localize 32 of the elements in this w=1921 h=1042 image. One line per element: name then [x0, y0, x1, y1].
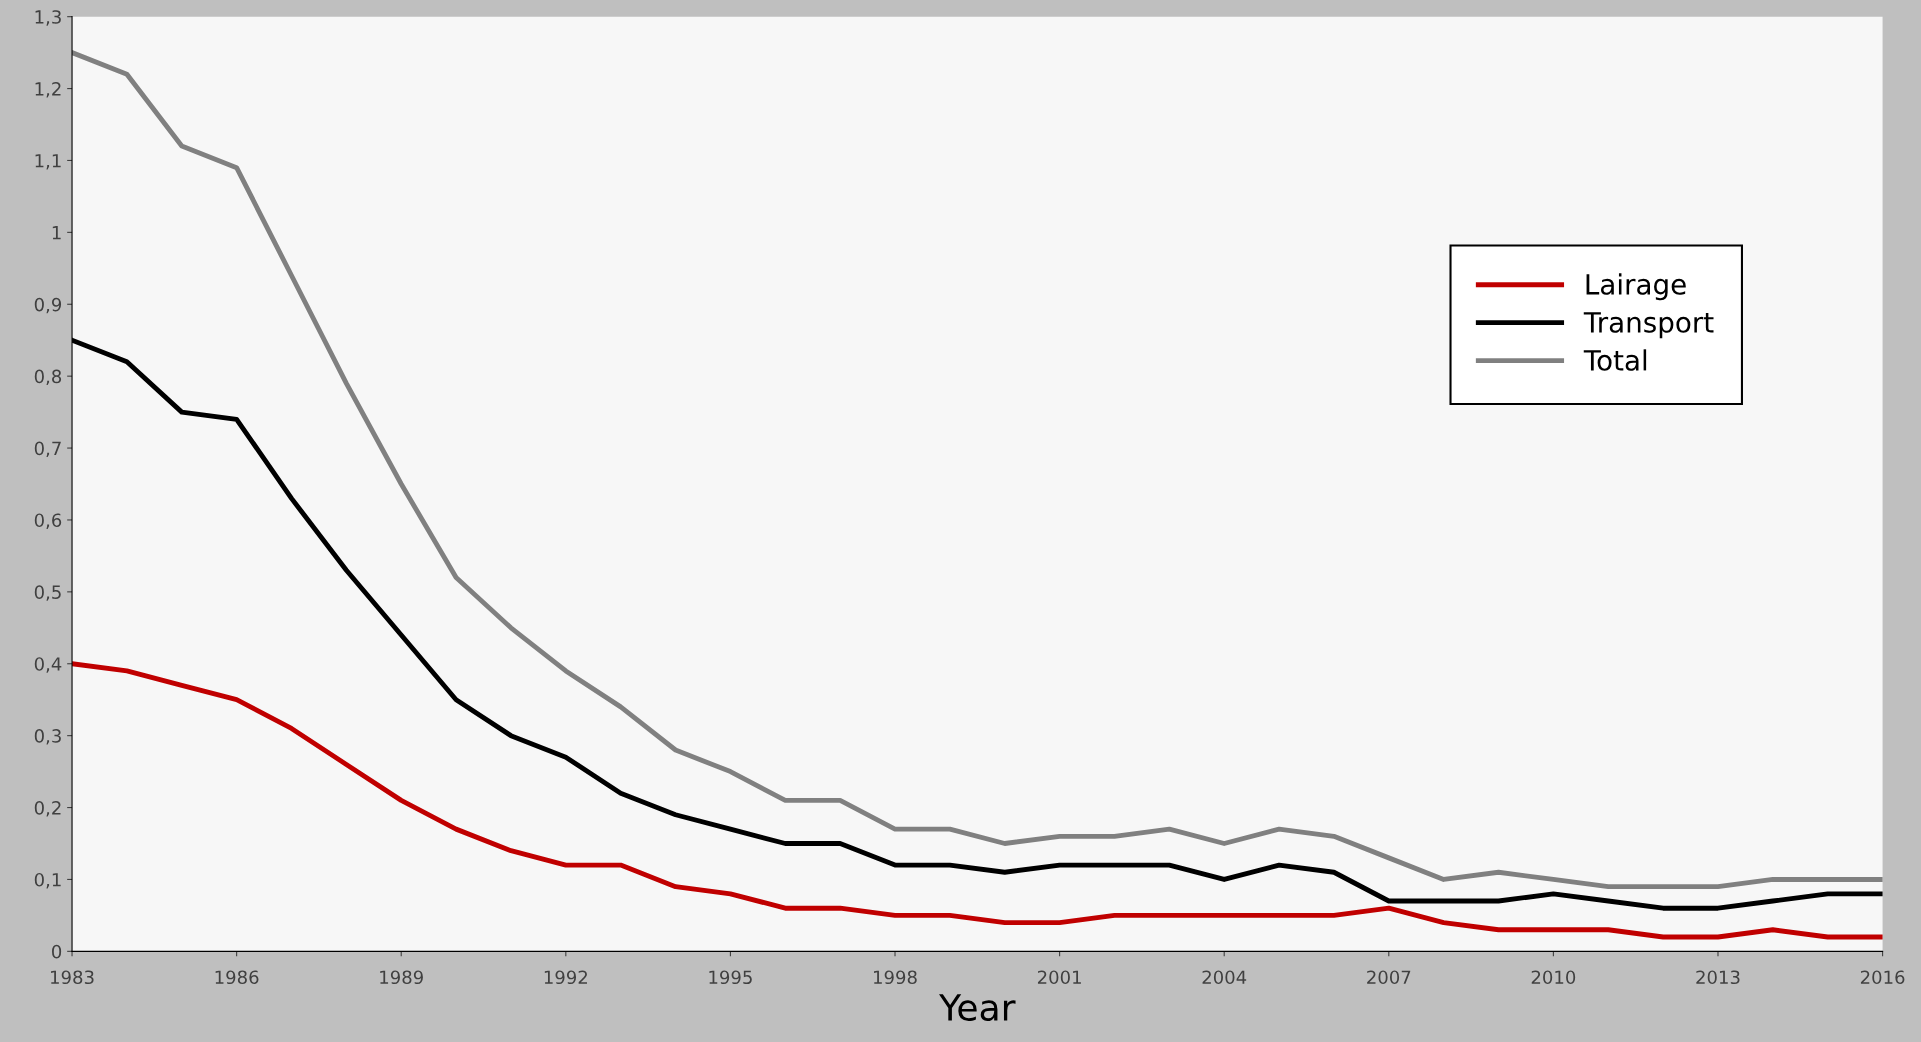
y-tick-label: 0,5	[34, 585, 61, 601]
x-axis-title: Year	[939, 994, 1016, 1022]
y-tick-label: 0,9	[34, 297, 62, 314]
y-tick-label: 1,1	[35, 154, 61, 170]
y-tick-label: 0	[52, 944, 62, 959]
y-tick-label: 0,2	[34, 801, 61, 817]
line-series	[72, 661, 1883, 940]
x-tick-label: 1983	[51, 970, 94, 985]
y-tick-label: 0,8	[34, 369, 62, 386]
y-tick-label: 0,3	[34, 729, 61, 745]
y-tick-label: 1,3	[35, 10, 61, 26]
x-tick-label: 1986	[215, 970, 259, 985]
x-tick-label: 1995	[709, 970, 752, 985]
y-tick-label: 0,6	[34, 513, 62, 529]
y-tick-label: 1,2	[35, 82, 61, 98]
legend-label: Transport	[1583, 312, 1714, 339]
x-tick-label: 2001	[1037, 970, 1081, 985]
y-tick-label: 0,1	[34, 872, 61, 889]
line-series	[72, 50, 1883, 890]
legend-label: Lairage	[1586, 273, 1686, 301]
x-tick-label: 1989	[380, 970, 423, 985]
y-tick-label: 0,7	[34, 441, 61, 458]
x-tick-label: 2013	[1696, 970, 1740, 985]
y-tick-label: 0,4	[34, 657, 62, 673]
y-tick-label: 1	[52, 226, 61, 240]
x-tick-label: 1992	[544, 970, 587, 985]
x-tick-label: 1998	[874, 970, 917, 985]
x-tick-label: 2004	[1202, 970, 1247, 985]
x-tick-label: 2016	[1860, 970, 1905, 985]
x-tick-label: 2010	[1531, 970, 1576, 985]
legend-label: Total	[1583, 349, 1647, 371]
x-tick-label: 2007	[1367, 970, 1411, 985]
